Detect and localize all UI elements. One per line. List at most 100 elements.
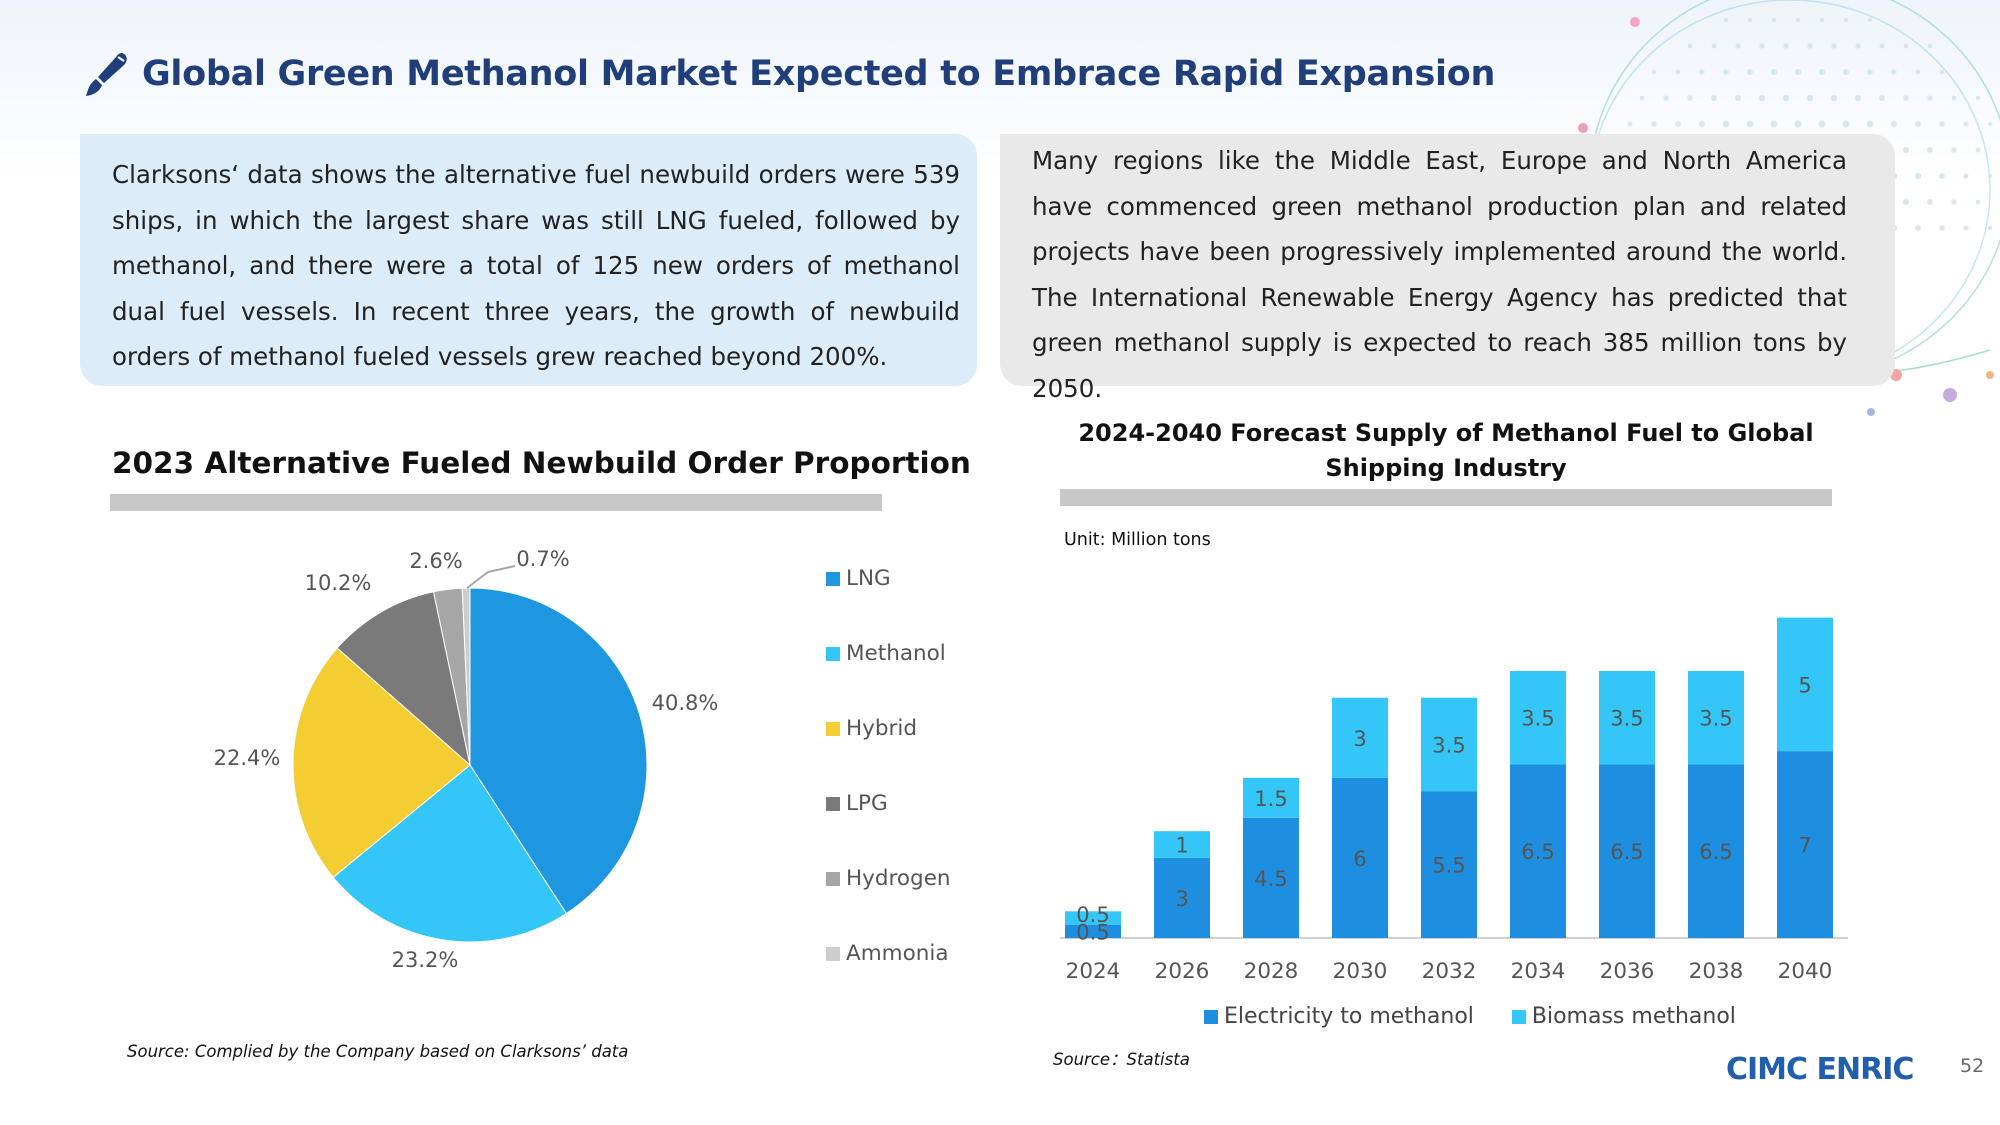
pie-label-lng: 40.8% [652, 691, 719, 715]
bar-biomass-2034 [1510, 671, 1566, 765]
x-tick-label-2026: 2026 [1155, 959, 1210, 984]
bar-legend: Electricity to methanol Biomass methanol [1204, 1004, 1774, 1029]
legend-label: Electricity to methanol [1224, 1004, 1474, 1029]
bar-label-electricity-2026: 3 [1175, 887, 1188, 911]
bar-label-biomass-2028: 1.5 [1254, 787, 1287, 811]
bar-label-electricity-2024: 0.5 [1076, 920, 1109, 944]
x-tick-label-2028: 2028 [1244, 959, 1299, 984]
stacked-bar-chart: 0.50.5 2024 3 1 2026 4.5 1.5 2028 6 3 2030 5.5 3.5 20… [1060, 617, 1848, 984]
bar-chart-heading: 2024-2040 Forecast Supply of Methanol Fu… [1060, 416, 1832, 486]
x-tick-label-2034: 2034 [1511, 959, 1566, 984]
source-right: Source：Statista [1053, 1050, 1190, 1069]
x-tick-label-2038: 2038 [1689, 959, 1744, 984]
x-tick-label-2036: 2036 [1600, 959, 1655, 984]
pie-slice-lng [469, 587, 648, 915]
pie-slice-ammonia [461, 587, 471, 766]
unit-label: Unit: Million tons [1064, 530, 1211, 550]
legend-item-electricity: Electricity to methanol [1204, 1004, 1474, 1029]
bar-label-electricity-2030: 6 [1353, 847, 1366, 871]
pie-label-lpg: 10.2% [305, 571, 372, 595]
page-title: Global Green Methanol Market Expected to… [142, 54, 1496, 94]
text-box-right: Many regions like the Middle East, Europ… [1000, 134, 1895, 403]
pie-label-methanol: 23.2% [392, 948, 459, 972]
pie-label-ammonia: 0.7% [516, 547, 569, 571]
legend-swatch [826, 646, 840, 661]
x-tick-label-2030: 2030 [1333, 959, 1388, 984]
bar-biomass-2032 [1421, 697, 1477, 792]
bar-electricity-2030 [1332, 777, 1388, 938]
pie-chart-heading: 2023 Alternative Fueled Newbuild Order P… [112, 446, 971, 480]
source-left: Source: Complied by the Company based on… [127, 1042, 629, 1061]
bar-biomass-2040 [1777, 617, 1833, 752]
pie-legend-item-hybrid: Hybrid [826, 716, 917, 741]
brush-icon [86, 53, 127, 96]
bar-label-biomass-2032: 3.5 [1432, 733, 1465, 757]
bar-electricity-2028 [1243, 817, 1299, 938]
legend-swatch [826, 946, 840, 961]
bar-biomass-2030 [1332, 697, 1388, 778]
legend-swatch [1204, 1009, 1218, 1024]
pie-label-hybrid: 22.4% [214, 746, 281, 770]
bar-electricity-2036 [1599, 764, 1655, 938]
company-logo: CIMC ENRIC [1726, 1052, 1914, 1087]
pie-chart: 40.8% 23.2% 22.4% 10.2% 2.6% 0.7% [214, 547, 719, 972]
bar-label-electricity-2036: 6.5 [1610, 840, 1643, 864]
bar-label-electricity-2032: 5.5 [1432, 854, 1465, 878]
bar-electricity-2032 [1421, 791, 1477, 938]
legend-swatch [1511, 1009, 1526, 1024]
legend-label: Hybrid [846, 716, 917, 741]
bar-biomass-2028 [1243, 777, 1299, 818]
legend-swatch [826, 571, 840, 586]
legend-item-biomass: Biomass methanol [1511, 1004, 1736, 1029]
bar-electricity-2024 [1065, 924, 1121, 938]
bar-label-biomass-2040: 5 [1798, 673, 1811, 697]
bar-label-biomass-2030: 3 [1353, 727, 1366, 751]
legend-swatch [826, 721, 840, 736]
pie-legend-item-ammonia: Ammonia [826, 941, 949, 966]
legend-label: Ammonia [846, 941, 949, 966]
pie-leader-line [466, 565, 516, 589]
bar-electricity-2026 [1154, 857, 1210, 938]
pie-legend-item-hydrogen: Hydrogen [826, 866, 951, 891]
bar-biomass-2038 [1688, 671, 1744, 765]
bar-label-biomass-2038: 3.5 [1699, 707, 1732, 731]
title-bar: Global Green Methanol Market Expected to… [78, 46, 1495, 102]
legend-label: Biomass methanol [1531, 1004, 1736, 1029]
bar-label-electricity-2028: 4.5 [1254, 867, 1287, 891]
bar-chart-heading-line2: Shipping Industry [1325, 454, 1567, 482]
bar-electricity-2034 [1510, 764, 1566, 938]
pie-slice-hybrid [292, 647, 471, 878]
text-box-left: Clarksons‘ data shows the alternative fu… [80, 134, 977, 386]
bar-biomass-2024 [1065, 911, 1121, 925]
legend-label: LNG [846, 566, 891, 591]
pie-legend-item-lng: LNG [826, 566, 891, 591]
bar-biomass-2036 [1599, 671, 1655, 765]
legend-label: Methanol [846, 641, 946, 666]
bar-label-biomass-2026: 1 [1175, 834, 1188, 858]
legend-label: LPG [846, 791, 888, 816]
pie-slice-methanol [332, 764, 568, 943]
bar-label-electricity-2038: 6.5 [1699, 840, 1732, 864]
bar-electricity-2040 [1777, 751, 1833, 938]
pie-label-hydrogen: 2.6% [409, 549, 462, 573]
bar-label-biomass-2036: 3.5 [1610, 707, 1643, 731]
x-tick-label-2032: 2032 [1422, 959, 1477, 984]
legend-swatch [826, 796, 840, 811]
bar-label-electricity-2040: 7 [1798, 834, 1811, 858]
bar-label-electricity-2034: 6.5 [1521, 840, 1554, 864]
bar-label-biomass-2034: 3.5 [1521, 707, 1554, 731]
x-tick-label-2040: 2040 [1778, 959, 1833, 984]
page-number: 52 [1960, 1055, 1985, 1077]
bar-electricity-2038 [1688, 764, 1744, 938]
pie-legend-item-methanol: Methanol [826, 641, 946, 666]
bar-biomass-2026 [1154, 831, 1210, 858]
x-tick-label-2024: 2024 [1066, 959, 1121, 984]
legend-label: Hydrogen [846, 866, 951, 891]
bar-label-biomass-2024: 0.5 [1076, 903, 1109, 927]
heading-underline-left [110, 494, 882, 511]
pie-legend-item-lpg: LPG [826, 791, 888, 816]
pie-slice-lpg [336, 591, 471, 767]
heading-underline-right [1060, 489, 1832, 506]
bar-chart-heading-line1: 2024-2040 Forecast Supply of Methanol Fu… [1078, 419, 1814, 447]
